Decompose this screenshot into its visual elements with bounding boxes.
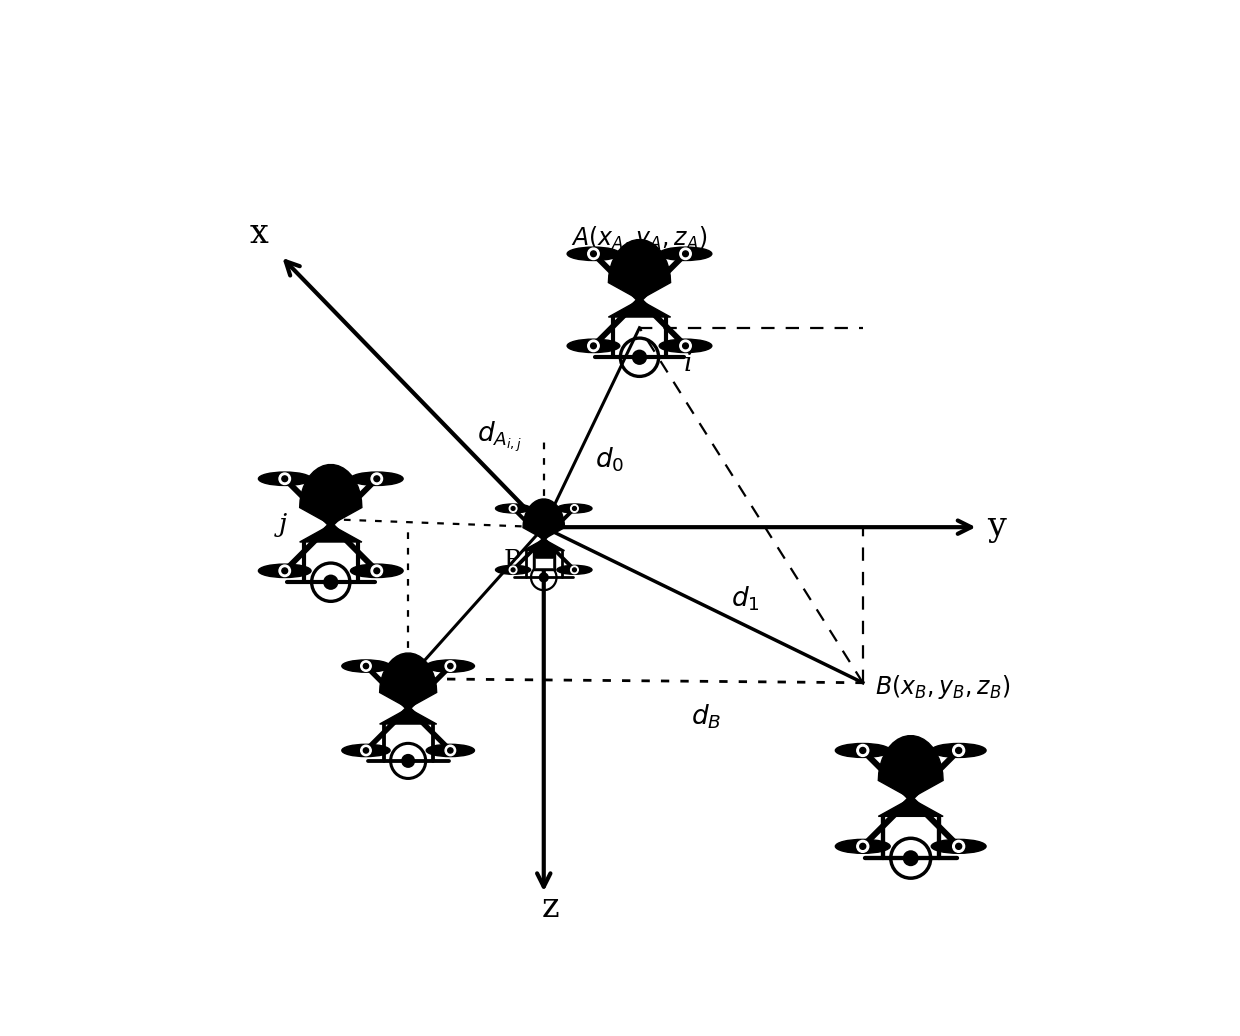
Circle shape <box>956 843 962 850</box>
Ellipse shape <box>351 472 403 486</box>
Circle shape <box>279 473 290 485</box>
Circle shape <box>448 748 453 753</box>
Polygon shape <box>523 499 564 550</box>
Bar <box>534 558 553 568</box>
Polygon shape <box>379 653 436 724</box>
Ellipse shape <box>557 503 591 513</box>
Ellipse shape <box>351 565 403 577</box>
Circle shape <box>956 747 962 753</box>
Text: x: x <box>249 219 268 251</box>
Ellipse shape <box>660 339 712 352</box>
Circle shape <box>680 248 691 260</box>
Circle shape <box>590 343 596 349</box>
Circle shape <box>573 568 577 572</box>
Text: $A(x_{A},y_{A},z_{A})$: $A(x_{A},y_{A},z_{A})$ <box>572 224 708 252</box>
Ellipse shape <box>427 744 475 756</box>
Circle shape <box>859 843 866 850</box>
Ellipse shape <box>496 503 531 513</box>
Ellipse shape <box>496 566 531 574</box>
Text: $d_{0}$: $d_{0}$ <box>595 445 625 473</box>
Circle shape <box>680 340 691 351</box>
Circle shape <box>448 663 453 668</box>
Text: j: j <box>279 512 286 538</box>
FancyBboxPatch shape <box>533 550 554 570</box>
Circle shape <box>324 575 339 589</box>
Ellipse shape <box>931 744 986 757</box>
Text: $d_{1}$: $d_{1}$ <box>732 584 760 613</box>
Ellipse shape <box>660 248 712 260</box>
Circle shape <box>361 661 371 671</box>
Circle shape <box>903 851 919 866</box>
Circle shape <box>511 507 515 511</box>
Circle shape <box>510 566 517 574</box>
Circle shape <box>371 473 383 485</box>
Ellipse shape <box>836 744 890 757</box>
Polygon shape <box>300 464 362 542</box>
Polygon shape <box>878 736 944 816</box>
Ellipse shape <box>557 566 591 574</box>
Circle shape <box>570 505 578 512</box>
Text: $d_{A_{i,j}}$: $d_{A_{i,j}}$ <box>477 420 522 455</box>
Circle shape <box>538 572 549 582</box>
Circle shape <box>570 566 578 574</box>
Ellipse shape <box>427 660 475 672</box>
Polygon shape <box>609 239 671 317</box>
Circle shape <box>361 745 371 755</box>
Circle shape <box>374 568 379 574</box>
Circle shape <box>588 340 599 351</box>
Ellipse shape <box>931 839 986 854</box>
Circle shape <box>859 747 866 753</box>
Circle shape <box>590 251 596 257</box>
Circle shape <box>952 745 965 756</box>
Circle shape <box>371 565 383 577</box>
Circle shape <box>445 661 455 671</box>
Circle shape <box>363 748 368 753</box>
Circle shape <box>588 248 599 260</box>
Ellipse shape <box>836 839 890 854</box>
Text: $d_{B}$: $d_{B}$ <box>691 702 720 731</box>
Ellipse shape <box>258 472 311 486</box>
Ellipse shape <box>567 248 620 260</box>
Text: z: z <box>542 892 559 924</box>
Circle shape <box>281 568 288 574</box>
Circle shape <box>683 251 688 257</box>
Circle shape <box>683 343 688 349</box>
Ellipse shape <box>258 565 311 577</box>
Ellipse shape <box>567 339 620 352</box>
Circle shape <box>573 507 577 511</box>
Circle shape <box>363 663 368 668</box>
Text: $B(x_{B},y_{B},z_{B})$: $B(x_{B},y_{B},z_{B})$ <box>874 672 1011 700</box>
Circle shape <box>279 565 290 577</box>
Ellipse shape <box>342 744 391 756</box>
Circle shape <box>445 745 455 755</box>
Ellipse shape <box>342 660 391 672</box>
Circle shape <box>510 505 517 512</box>
Circle shape <box>952 840 965 853</box>
Circle shape <box>511 568 515 572</box>
Circle shape <box>374 476 379 482</box>
Text: P: P <box>503 549 521 572</box>
Circle shape <box>632 349 647 365</box>
Circle shape <box>281 476 288 482</box>
Text: i: i <box>683 351 692 376</box>
Circle shape <box>857 840 869 853</box>
Circle shape <box>401 754 415 768</box>
Circle shape <box>857 745 869 756</box>
Text: y: y <box>987 511 1007 543</box>
